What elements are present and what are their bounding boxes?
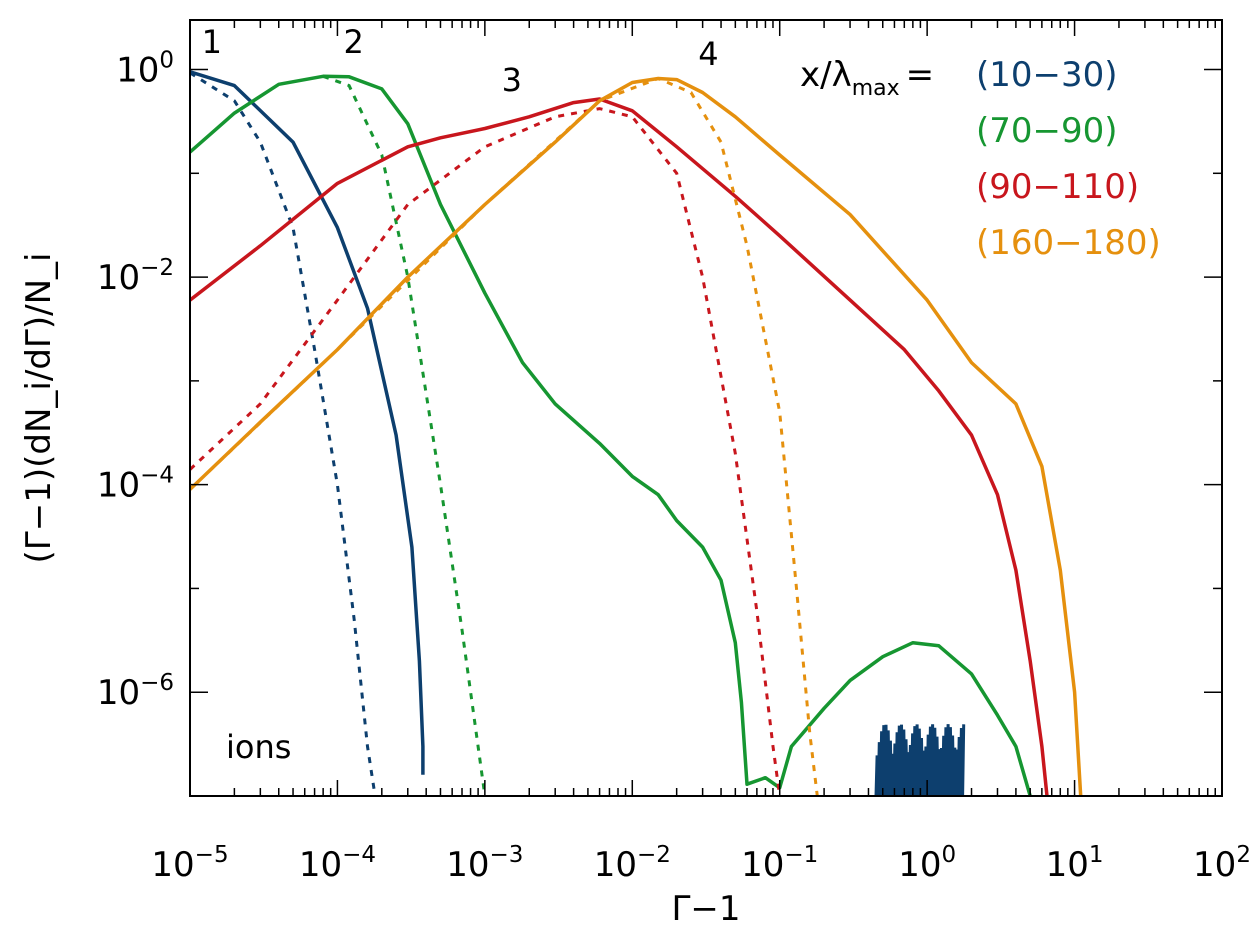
y-tick-label: 100 xyxy=(116,48,174,91)
plot-frame xyxy=(189,19,1223,797)
x-tick-label: 10−2 xyxy=(594,842,671,885)
x-tick-label: 101 xyxy=(1046,842,1104,885)
y-axis-title: (Γ−1)(dN_i/dΓ)/N_i xyxy=(19,253,59,564)
plot-background xyxy=(190,20,1222,796)
x-tick-label: 10−5 xyxy=(151,842,228,885)
legend-item-3: (90−110) xyxy=(976,167,1139,207)
ions-annotation: ions xyxy=(226,728,291,766)
curve-label-3: 3 xyxy=(502,61,522,99)
series-4-dashed-line xyxy=(190,76,819,796)
y-tick-labels: 100 10−2 10−4 10−6 xyxy=(97,48,174,714)
x-tick-labels: 10−5 10−4 10−3 10−2 10−1 100 101 102 xyxy=(151,842,1251,885)
legend-title-sub: max xyxy=(852,76,900,101)
curve-label-1: 1 xyxy=(202,23,222,61)
legend-title: x/λmax = xyxy=(800,55,934,101)
series-3-line xyxy=(190,97,1049,796)
y-tick-label: 10−4 xyxy=(97,463,174,506)
legend-items: (10−30) (70−90) (90−110) (160−180) xyxy=(976,55,1161,263)
y-tick-label: 10−6 xyxy=(97,670,174,713)
curve-labels: 1 2 3 4 xyxy=(202,23,719,99)
ticks xyxy=(189,20,1223,797)
legend-item-2: (70−90) xyxy=(976,111,1118,151)
series-1-noise xyxy=(874,724,966,796)
curve-label-4: 4 xyxy=(698,35,718,73)
x-axis-title: Γ−1 xyxy=(671,889,740,929)
x-tick-label: 102 xyxy=(1193,842,1251,885)
curves xyxy=(190,70,1083,796)
legend: x/λmax = (10−30) (70−90) (90−110) (160−180) xyxy=(800,55,1161,263)
legend-item-4: (160−180) xyxy=(976,223,1161,263)
y-tick-label: 10−2 xyxy=(97,255,174,298)
x-tick-label: 100 xyxy=(898,842,956,885)
legend-title-main: x/λ xyxy=(800,55,852,95)
series-1-dashed-line xyxy=(190,71,377,796)
curve-label-2: 2 xyxy=(344,23,364,61)
legend-item-1: (10−30) xyxy=(976,55,1118,95)
x-tick-label: 10−4 xyxy=(299,842,376,885)
x-tick-label: 10−1 xyxy=(741,842,818,885)
legend-title-eq: = xyxy=(906,55,935,95)
series-1-line xyxy=(190,70,425,775)
series-4-line xyxy=(190,76,1083,796)
series-2-line xyxy=(190,74,1032,796)
x-tick-label: 10−3 xyxy=(446,842,523,885)
series-2-dashed-line xyxy=(322,74,487,796)
